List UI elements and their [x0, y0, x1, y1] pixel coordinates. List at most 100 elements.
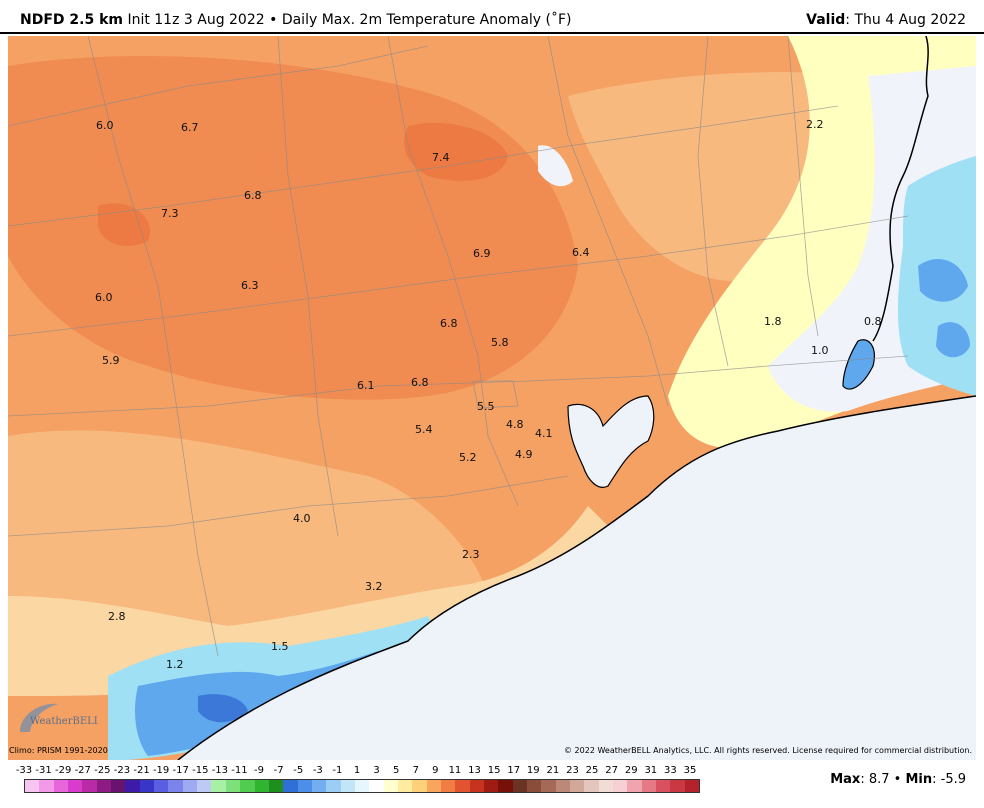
color-swatch	[354, 780, 370, 792]
color-swatch	[254, 780, 269, 792]
color-swatch	[627, 780, 642, 792]
coastline	[177, 395, 976, 760]
color-swatch	[182, 780, 198, 792]
color-swatch	[527, 780, 542, 792]
color-swatch	[440, 780, 456, 792]
map-value-label: 4.8	[506, 418, 524, 431]
legend-tick-label: 27	[605, 765, 619, 776]
anomaly-zone-hot2	[98, 203, 150, 246]
max-value: : 8.7 •	[860, 772, 906, 787]
color-swatch	[455, 780, 470, 792]
color-swatch	[53, 780, 69, 792]
legend-tick-label: 31	[644, 765, 658, 776]
coastline-bay	[567, 395, 655, 488]
legend-tick-label: -7	[273, 765, 284, 776]
color-swatch	[168, 780, 183, 792]
map-value-label: 5.5	[477, 400, 495, 413]
color-swatch	[25, 780, 40, 792]
map-value-label: 3.2	[365, 580, 383, 593]
color-swatch	[326, 780, 341, 792]
color-swatch	[512, 780, 528, 792]
color-scale	[24, 779, 700, 793]
min-value: : -5.9	[932, 772, 966, 787]
legend-tick-label: 11	[448, 765, 462, 776]
color-swatch	[656, 780, 671, 792]
legend-tick-label: 21	[546, 765, 560, 776]
color-swatch	[68, 780, 83, 792]
anomaly-zone-blue2	[936, 322, 970, 358]
legend-tick-label: -15	[192, 765, 209, 776]
color-swatch	[369, 780, 384, 792]
valid-date: Valid: Thu 4 Aug 2022	[806, 12, 966, 28]
legend-tick-label: 15	[487, 765, 501, 776]
color-swatch	[197, 780, 212, 792]
color-swatch	[613, 780, 628, 792]
legend-tick-label: 33	[664, 765, 677, 776]
color-swatch	[412, 780, 427, 792]
legend-tick-label: 35	[683, 765, 697, 776]
max-min-stats: Max: 8.7 • Min: -5.9	[830, 772, 966, 787]
legend-tick-label: -19	[152, 765, 170, 776]
color-swatch	[426, 780, 441, 792]
galveston-bay	[568, 396, 654, 488]
color-swatch	[484, 780, 499, 792]
color-swatch	[397, 780, 413, 792]
map-value-label: 6.8	[411, 376, 429, 389]
map-value-label: 4.0	[293, 512, 311, 525]
map-value-label: 5.4	[415, 423, 433, 436]
legend-tick-label: 9	[432, 765, 439, 776]
coastline-sabine	[842, 339, 875, 390]
legend-tick-label: -13	[211, 765, 229, 776]
anomaly-zone-pale2	[538, 145, 573, 187]
legend-tick-label: -25	[94, 765, 111, 776]
legend-tick-label: 3	[373, 765, 380, 776]
legend-tick-label: -3	[312, 765, 323, 776]
map-value-label: 6.0	[96, 119, 114, 132]
color-swatch	[340, 780, 355, 792]
map-value-label: 6.4	[572, 246, 590, 259]
anomaly-map[interactable]: 6.0 6.7 7.4 2.2 6.8 7.3 6.9 6.4 6.3 6.0 6.8 1.8 0.8 5…	[8, 36, 976, 760]
anomaly-zone-blue	[918, 258, 968, 302]
legend-tick-label: 23	[566, 765, 579, 776]
legend-tick-label: -31	[35, 765, 52, 776]
map-value-label: 2.8	[108, 610, 126, 623]
color-swatch	[311, 780, 327, 792]
color-swatch	[139, 780, 155, 792]
map-value-label: 6.0	[95, 291, 113, 304]
color-swatch	[211, 780, 226, 792]
legend-tick-label: -23	[113, 765, 131, 776]
map-value-label: 2.3	[462, 548, 480, 561]
color-swatch	[555, 780, 571, 792]
map-value-label: 6.9	[473, 247, 491, 260]
map-value-label: 4.9	[515, 448, 533, 461]
legend-tick-label: 19	[526, 765, 540, 776]
map-value-label: 7.3	[161, 207, 179, 220]
color-swatch	[96, 780, 112, 792]
legend-tick-label: 29	[624, 765, 638, 776]
legend-tick-label: 5	[392, 765, 400, 776]
legend-tick-label: -9	[254, 765, 265, 776]
logo-text: WeatherBELL	[30, 716, 98, 727]
map-value-label: 6.8	[244, 189, 262, 202]
color-swatch	[598, 780, 614, 792]
color-swatch	[82, 780, 97, 792]
legend-tick-label: 7	[412, 765, 419, 776]
min-label: Min	[905, 772, 933, 787]
color-swatch	[383, 780, 398, 792]
state-border	[872, 36, 929, 342]
weatherbell-logo: WeatherBELL	[20, 703, 98, 732]
color-swatch	[225, 780, 241, 792]
map-value-label: 6.3	[241, 279, 259, 292]
map-value-label: 1.5	[271, 640, 289, 653]
legend-tick-label: 1	[353, 765, 361, 776]
map-value-label: 1.0	[811, 344, 829, 357]
map-value-label: 6.8	[440, 317, 458, 330]
map-value-label: 6.1	[357, 379, 375, 392]
map-value-label: 7.4	[432, 151, 450, 164]
map-title: NDFD 2.5 km Init 11z 3 Aug 2022 • Daily …	[20, 12, 572, 28]
map-value-label: 5.2	[459, 451, 477, 464]
color-swatch	[111, 780, 126, 792]
max-label: Max	[830, 772, 861, 787]
color-swatch	[268, 780, 284, 792]
legend-tick-label: -17	[172, 765, 189, 776]
